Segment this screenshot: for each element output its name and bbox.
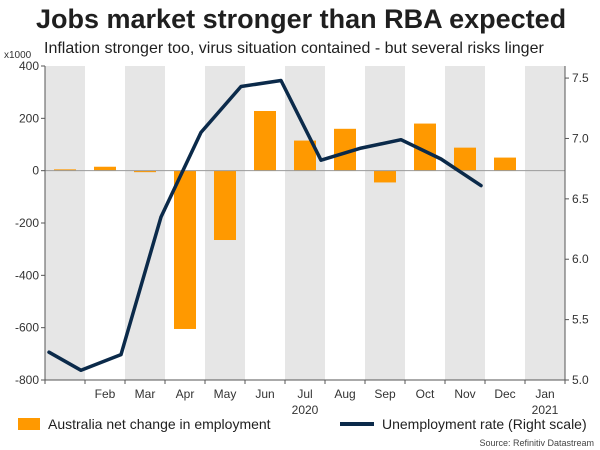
legend-label-employment: Australia net change in employment bbox=[48, 416, 271, 432]
x-axis-tick-label: May bbox=[214, 387, 237, 401]
left-axis-tick-label: -800 bbox=[15, 373, 39, 387]
x-axis-tick-label: Sep bbox=[374, 387, 396, 401]
employment-bars bbox=[54, 111, 516, 329]
axes bbox=[41, 65, 569, 384]
x-axis-tick-label: Jan bbox=[535, 387, 554, 401]
chart-title: Jobs market stronger than RBA expected bbox=[36, 4, 567, 34]
employment-bar bbox=[214, 170, 236, 241]
chart-subtitle: Inflation stronger too, virus situation … bbox=[44, 40, 544, 57]
right-axis-tick-label: 7.5 bbox=[572, 71, 589, 85]
right-axis-tick-label: 5.0 bbox=[572, 373, 589, 387]
tick-labels: 400 200 0 -200 -400 -600 -800 x1000 7.5 7.0 6.5 6.0… bbox=[4, 50, 589, 417]
legend-item-unemployment: Unemployment rate (Right scale) bbox=[340, 416, 587, 432]
month-band bbox=[525, 66, 565, 380]
right-axis-tick-label: 6.0 bbox=[572, 252, 589, 266]
x-axis-year-label: 2020 bbox=[292, 403, 319, 417]
unemployment-line-layer bbox=[47, 78, 483, 373]
employment-bar bbox=[414, 123, 436, 171]
employment-bar bbox=[454, 147, 476, 171]
legend-item-employment: Australia net change in employment bbox=[18, 416, 271, 432]
month-band bbox=[445, 66, 485, 380]
legend-label-unemployment: Unemployment rate (Right scale) bbox=[382, 416, 587, 432]
x-axis-tick-label: Jul bbox=[297, 387, 312, 401]
left-axis-tick-label: 400 bbox=[19, 59, 39, 73]
x-axis-tick-label: Mar bbox=[135, 387, 156, 401]
left-axis-tick-label: 0 bbox=[32, 164, 39, 178]
month-band bbox=[45, 66, 85, 380]
x-axis-tick-label: Apr bbox=[176, 387, 195, 401]
right-axis-tick-label: 7.0 bbox=[572, 131, 589, 145]
unemployment-line bbox=[47, 78, 483, 373]
x-axis-tick-label: Oct bbox=[416, 387, 435, 401]
left-axis-unit-label: x1000 bbox=[4, 50, 32, 61]
right-axis-tick-label: 5.5 bbox=[572, 313, 589, 327]
x-axis-year-label: 2021 bbox=[532, 403, 559, 417]
x-axis-tick-label: Jun bbox=[255, 387, 274, 401]
left-axis-tick-label: -200 bbox=[15, 216, 39, 230]
employment-bar bbox=[494, 157, 516, 171]
month-band bbox=[285, 66, 325, 380]
x-axis-tick-label: Feb bbox=[95, 387, 116, 401]
x-axis-tick-label: Aug bbox=[334, 387, 355, 401]
month-band bbox=[365, 66, 405, 380]
employment-bar bbox=[134, 170, 156, 173]
legend-bar-swatch bbox=[18, 418, 40, 430]
x-axis-tick-label: Nov bbox=[454, 387, 475, 401]
employment-bar bbox=[174, 170, 196, 329]
left-axis-tick-label: -600 bbox=[15, 321, 39, 335]
employment-bar bbox=[294, 140, 316, 171]
source-note: Source: Refinitiv Datastream bbox=[479, 438, 594, 448]
left-axis-tick-label: -400 bbox=[15, 268, 39, 282]
legend: Australia net change in employment Unemp… bbox=[0, 416, 600, 436]
employment-bar bbox=[254, 111, 276, 171]
right-axis-tick-label: 6.5 bbox=[572, 192, 589, 206]
employment-bar bbox=[94, 166, 116, 171]
employment-bar bbox=[374, 170, 396, 183]
x-axis-tick-label: Dec bbox=[494, 387, 515, 401]
employment-bar bbox=[54, 169, 76, 171]
legend-line-swatch bbox=[340, 422, 374, 426]
month-bands bbox=[45, 66, 565, 380]
employment-bar bbox=[334, 128, 356, 171]
left-axis-tick-label: 200 bbox=[19, 111, 39, 125]
